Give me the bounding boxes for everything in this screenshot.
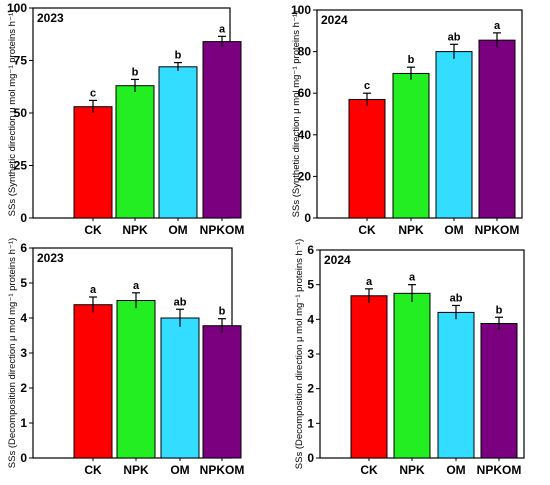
significance-label: b (132, 66, 139, 78)
bar-ck (73, 304, 113, 459)
x-tick-label: NPK (399, 463, 425, 477)
bar-npk (392, 72, 430, 219)
significance-label: b (219, 306, 226, 318)
bar-ck (350, 295, 388, 459)
panel-title: 2024 (324, 253, 351, 267)
y-axis-label: SSs (Decomposition direction μ mol mg⁻¹ … (294, 239, 305, 469)
panel-title: 2023 (37, 251, 64, 265)
y-tick-label: 0 (20, 211, 27, 225)
y-tick-label: 4 (20, 311, 27, 325)
significance-label: a (494, 20, 501, 32)
y-tick-label: 60 (298, 86, 312, 100)
bar-ck (348, 98, 386, 219)
y-tick-label: 100 (7, 1, 27, 15)
significance-label: ab (448, 31, 461, 43)
y-axis-label: SSs (Synthetic direction μ mol mg⁻¹ prot… (7, 10, 18, 217)
significance-label: c (364, 80, 370, 92)
bar-npkom (202, 325, 242, 459)
bar-om (437, 311, 475, 459)
x-tick-label: CK (84, 223, 102, 237)
bar-om (160, 317, 200, 459)
x-tick-label: NPKOM (200, 463, 245, 477)
significance-label: a (219, 23, 226, 35)
y-tick-label: 1 (20, 416, 27, 430)
y-tick-label: 3 (20, 346, 27, 360)
significance-label: a (90, 284, 97, 296)
y-tick-label: 5 (20, 276, 27, 290)
y-tick-label: 0 (307, 451, 314, 465)
y-tick-label: 0 (304, 211, 311, 225)
x-tick-label: OM (170, 463, 189, 477)
y-tick-label: 75 (14, 54, 28, 68)
bar-npk (393, 292, 431, 459)
significance-label: c (90, 87, 96, 99)
y-tick-label: 20 (298, 169, 312, 183)
x-tick-label: OM (444, 223, 463, 237)
y-tick-label: 2 (307, 382, 314, 396)
bar-ck (73, 106, 113, 219)
y-tick-label: 40 (298, 128, 312, 142)
significance-label: b (408, 54, 415, 66)
y-axis-label: SSs (Synthetic direction μ mol mg⁻¹ prot… (291, 11, 302, 218)
x-tick-label: NPK (122, 223, 148, 237)
x-tick-label: NPKOM (200, 223, 245, 237)
bar-npkom (478, 39, 516, 219)
x-tick-label: NPK (398, 223, 424, 237)
significance-label: b (496, 304, 503, 316)
x-tick-label: CK (360, 463, 378, 477)
bar-npkom (480, 322, 518, 459)
y-tick-label: 4 (307, 312, 314, 326)
panel-title: 2024 (321, 13, 348, 27)
bar-npkom (202, 41, 242, 219)
y-tick-label: 1 (307, 416, 314, 430)
significance-label: a (366, 276, 373, 288)
y-tick-label: 0 (20, 451, 27, 465)
significance-label: b (175, 50, 182, 62)
panel-title: 2023 (37, 11, 64, 25)
x-tick-label: OM (446, 463, 465, 477)
x-tick-label: NPKOM (475, 223, 520, 237)
bar-om (435, 51, 473, 219)
y-tick-label: 3 (307, 347, 314, 361)
x-tick-label: NPK (123, 463, 149, 477)
x-tick-label: CK (358, 223, 376, 237)
significance-label: ab (174, 296, 187, 308)
y-tick-label: 50 (14, 106, 28, 120)
y-tick-label: 80 (298, 45, 312, 59)
y-tick-label: 6 (307, 243, 314, 257)
y-tick-label: 100 (291, 3, 311, 17)
significance-label: a (409, 272, 416, 284)
y-tick-label: 6 (20, 241, 27, 255)
bar-npk (115, 85, 155, 219)
significance-label: a (133, 280, 140, 292)
significance-label: ab (450, 292, 463, 304)
y-tick-label: 2 (20, 381, 27, 395)
x-tick-label: CK (84, 463, 102, 477)
x-tick-label: OM (168, 223, 187, 237)
bar-om (158, 66, 198, 219)
y-tick-label: 25 (14, 159, 28, 173)
x-tick-label: NPKOM (477, 463, 522, 477)
y-tick-label: 5 (307, 278, 314, 292)
bar-npk (116, 300, 156, 459)
y-axis-label: SSs (Decomposition direction μ mol mg⁻¹ … (7, 238, 18, 468)
